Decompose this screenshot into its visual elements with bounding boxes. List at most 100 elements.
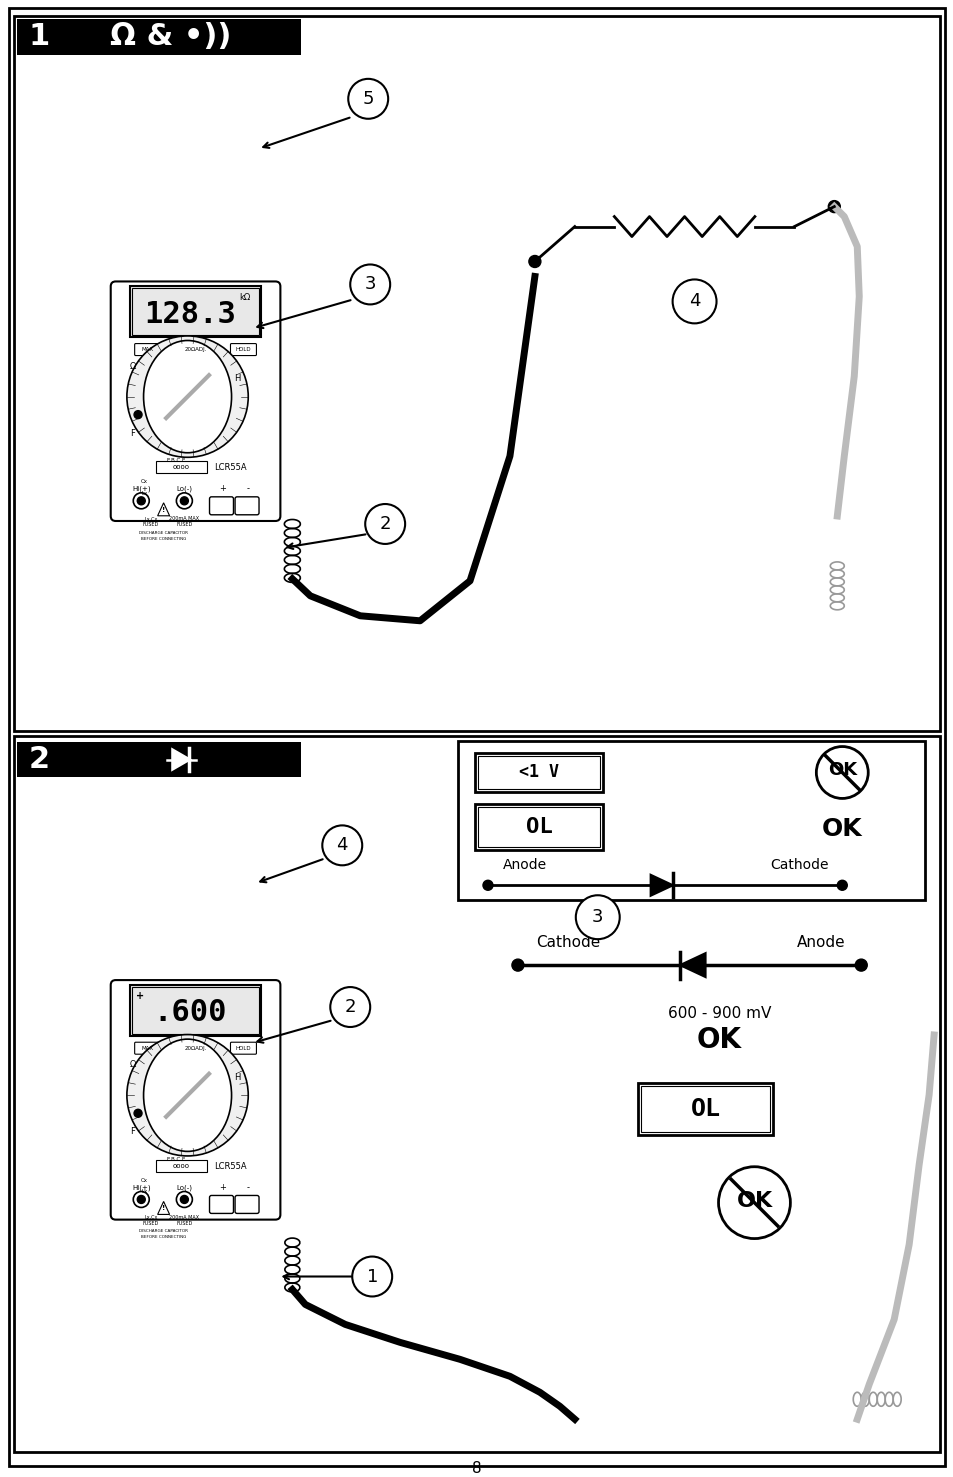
Circle shape [854, 959, 866, 970]
Text: F: F [131, 1127, 135, 1136]
Text: DISCHARGE CAPACITOR: DISCHARGE CAPACITOR [139, 1229, 188, 1233]
Text: FUSED: FUSED [143, 1221, 159, 1226]
Text: <1 V: <1 V [518, 764, 558, 781]
Text: MAX: MAX [141, 1046, 153, 1050]
Text: BEFORE CONNECTING: BEFORE CONNECTING [141, 536, 186, 541]
Bar [155, 1159, 207, 1173]
Bar [132, 987, 259, 1034]
Bar [130, 985, 261, 1035]
Text: FUSED: FUSED [143, 523, 159, 527]
Bar [457, 740, 924, 901]
Text: HOLD: HOLD [235, 1046, 251, 1050]
Bar [17, 741, 301, 777]
FancyBboxPatch shape [111, 282, 280, 521]
FancyBboxPatch shape [231, 1043, 256, 1055]
Circle shape [330, 987, 370, 1027]
Text: 2: 2 [29, 744, 50, 774]
Text: 8: 8 [472, 1461, 481, 1476]
Text: MAX: MAX [141, 347, 153, 352]
Text: 4: 4 [336, 836, 348, 854]
Circle shape [176, 1192, 193, 1207]
Text: Hi(+): Hi(+) [132, 486, 151, 492]
Circle shape [322, 826, 362, 866]
Polygon shape [679, 953, 705, 978]
Circle shape [348, 78, 388, 118]
Text: Ω: Ω [130, 1060, 136, 1069]
Circle shape [837, 880, 846, 891]
Text: Ω: Ω [130, 362, 136, 371]
Bar [477, 756, 599, 790]
Text: !: ! [162, 1205, 165, 1211]
Circle shape [352, 1257, 392, 1297]
Circle shape [127, 335, 248, 458]
Text: Cathode: Cathode [536, 935, 599, 950]
Text: OL: OL [690, 1097, 720, 1121]
Text: OK: OK [827, 762, 856, 780]
Bar [475, 805, 602, 851]
Circle shape [718, 1167, 789, 1239]
Text: E.B.C.E: E.B.C.E [167, 1156, 186, 1161]
FancyBboxPatch shape [231, 344, 256, 356]
Text: 3: 3 [364, 275, 375, 294]
Text: Lo(-): Lo(-) [176, 1185, 193, 1190]
Text: 2: 2 [379, 515, 391, 533]
Text: F: F [131, 428, 135, 437]
FancyBboxPatch shape [234, 496, 259, 515]
Text: Anode: Anode [796, 935, 844, 950]
Bar [14, 736, 939, 1452]
Circle shape [137, 1195, 145, 1204]
Circle shape [482, 880, 493, 891]
Text: FUSED: FUSED [176, 1221, 193, 1226]
Text: 600 - 900 mV: 600 - 900 mV [667, 1006, 770, 1021]
Text: +: + [136, 991, 145, 1001]
Circle shape [180, 1195, 188, 1204]
FancyBboxPatch shape [182, 344, 209, 356]
FancyBboxPatch shape [234, 1195, 259, 1214]
Bar [637, 1083, 773, 1134]
Text: LCR55A: LCR55A [214, 462, 247, 473]
Text: H: H [233, 1072, 240, 1081]
Text: Hi(+): Hi(+) [132, 1185, 151, 1190]
Circle shape [365, 504, 405, 544]
Bar [130, 287, 261, 337]
Circle shape [576, 895, 619, 939]
Text: HOLD: HOLD [235, 347, 251, 352]
Text: 200mA MAX: 200mA MAX [169, 1216, 199, 1220]
FancyBboxPatch shape [210, 496, 233, 515]
Text: .600: .600 [153, 998, 227, 1028]
Text: 1: 1 [366, 1267, 377, 1285]
Text: -: - [247, 1183, 250, 1192]
Circle shape [133, 1192, 149, 1207]
Text: Cx: Cx [141, 479, 148, 484]
Circle shape [134, 411, 142, 418]
FancyBboxPatch shape [134, 344, 160, 356]
Text: LCR55A: LCR55A [214, 1161, 247, 1171]
Text: 1: 1 [29, 22, 50, 52]
Ellipse shape [143, 1040, 232, 1152]
Text: 20ΩADJ.: 20ΩADJ. [184, 347, 207, 352]
Polygon shape [650, 874, 672, 895]
Text: FUSED: FUSED [176, 523, 193, 527]
Circle shape [176, 493, 193, 508]
Polygon shape [157, 502, 170, 515]
Text: 20ΩADJ.: 20ΩADJ. [184, 1046, 207, 1050]
Circle shape [127, 1034, 248, 1156]
Text: Ω & •)): Ω & •)) [110, 22, 231, 52]
Text: Lx: Lx [141, 490, 148, 496]
Text: Cathode: Cathode [769, 858, 828, 873]
FancyBboxPatch shape [134, 1043, 160, 1055]
Text: Lx,Cx: Lx,Cx [144, 1216, 157, 1220]
Text: +: + [219, 1183, 226, 1192]
FancyBboxPatch shape [111, 981, 280, 1220]
Text: OK: OK [736, 1190, 772, 1211]
Circle shape [672, 279, 716, 323]
Bar [155, 461, 207, 474]
Circle shape [528, 256, 540, 267]
Text: OK: OK [697, 1027, 741, 1055]
Circle shape [137, 496, 145, 505]
Bar [640, 1086, 770, 1131]
Polygon shape [157, 1201, 170, 1214]
Text: oooo: oooo [172, 1162, 190, 1170]
Circle shape [512, 959, 523, 970]
Text: Lo(-): Lo(-) [176, 486, 193, 492]
